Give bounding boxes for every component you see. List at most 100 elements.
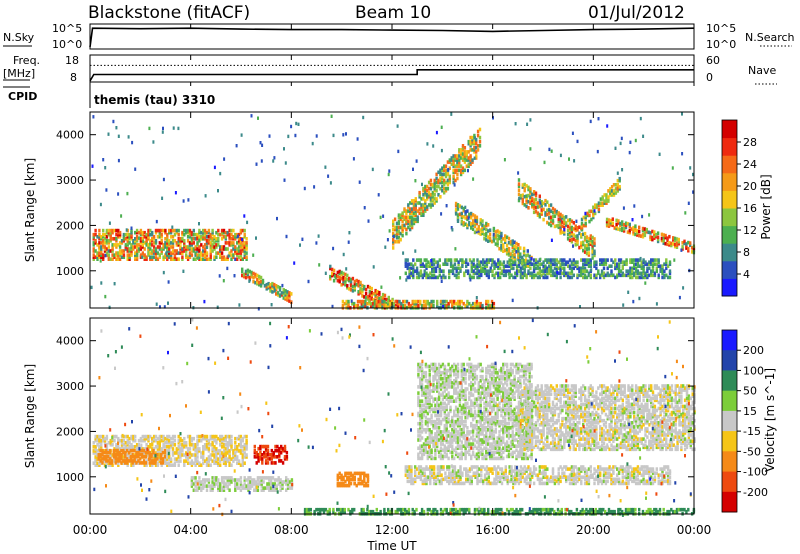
heatmap-cell <box>243 249 246 253</box>
heatmap-cell <box>141 255 144 259</box>
heatmap-cell <box>440 481 443 486</box>
heatmap-cell <box>397 215 401 219</box>
heatmap-cell <box>111 247 114 251</box>
heatmap-cell <box>443 303 446 308</box>
heatmap-cell <box>616 185 619 189</box>
heatmap-cell <box>666 509 669 514</box>
heatmap-cell <box>531 273 534 278</box>
heatmap-cell <box>668 241 671 245</box>
heatmap-cell <box>277 482 280 486</box>
heatmap-cell <box>162 436 165 441</box>
heatmap-cell <box>546 220 549 225</box>
heatmap-cell <box>274 444 277 449</box>
heatmap-cell <box>177 441 180 445</box>
heatmap-cell <box>441 172 444 177</box>
heatmap-cell <box>665 273 668 278</box>
heatmap-cell <box>432 465 436 469</box>
nave-label: Nave <box>748 64 776 77</box>
heatmap-cell <box>278 446 281 451</box>
heatmap-cell <box>427 260 430 264</box>
heatmap-cell <box>198 447 201 451</box>
heatmap-cell <box>485 271 489 276</box>
heatmap-cell <box>474 473 477 477</box>
heatmap-cell <box>109 230 112 235</box>
heatmap-cell <box>200 480 203 484</box>
heatmap-cell <box>514 262 517 266</box>
heatmap-cell <box>122 457 126 461</box>
heatmap-cell <box>202 451 205 455</box>
heatmap-cell <box>437 184 440 189</box>
heatmap-cell <box>141 434 144 439</box>
heatmap-cell <box>414 217 417 222</box>
heatmap-cell <box>638 233 641 238</box>
heatmap-cell <box>92 237 95 241</box>
heatmap-cell <box>622 206 625 210</box>
heatmap-cell <box>440 125 443 129</box>
heatmap-cell <box>247 478 250 482</box>
heatmap-cell <box>261 457 264 461</box>
heatmap-cell <box>192 436 195 441</box>
heatmap-cell <box>285 476 288 480</box>
heatmap-cell <box>449 477 453 482</box>
heatmap-cell <box>239 484 243 488</box>
heatmap-cell <box>342 275 345 280</box>
heatmap-cell <box>423 273 426 278</box>
heatmap-cell <box>482 260 485 264</box>
heatmap-cell <box>507 240 511 245</box>
heatmap-cell <box>207 480 211 484</box>
heatmap-cell <box>241 486 244 490</box>
heatmap-cell <box>294 133 297 138</box>
heatmap-cell <box>390 299 394 304</box>
heatmap-cell <box>453 467 457 471</box>
heatmap-cell <box>468 475 472 479</box>
heatmap-cell <box>459 148 463 152</box>
heatmap-cell <box>532 507 535 512</box>
heatmap-cell <box>515 266 519 271</box>
heatmap-cell <box>169 230 173 235</box>
heatmap-cell <box>634 228 637 233</box>
heatmap-cell <box>513 256 516 261</box>
heatmap-cell <box>117 232 120 237</box>
heatmap-cell <box>152 249 156 253</box>
heatmap-cell <box>344 473 347 478</box>
heatmap-cell <box>245 247 248 251</box>
heatmap-cell <box>573 159 576 163</box>
heatmap-cell <box>198 253 201 257</box>
heatmap-cell <box>412 217 416 222</box>
heatmap-cell <box>234 441 237 445</box>
heatmap-cell <box>134 461 137 465</box>
heatmap-cell <box>322 509 326 514</box>
heatmap-cell <box>470 475 473 479</box>
heatmap-cell <box>421 479 424 484</box>
heatmap-cell <box>198 461 201 465</box>
heatmap-cell <box>607 222 611 226</box>
heatmap-cell <box>103 450 106 455</box>
heatmap-cell <box>213 478 216 482</box>
heatmap-cell <box>285 488 288 492</box>
heatmap-cell <box>165 251 168 255</box>
heatmap-cell <box>395 235 399 240</box>
heatmap-cell <box>92 235 95 239</box>
heatmap-cell <box>118 241 122 245</box>
heatmap-cell <box>412 207 416 211</box>
heatmap-cell <box>538 469 541 473</box>
heatmap-cell <box>124 445 127 449</box>
heatmap-cell <box>137 438 141 443</box>
heatmap-cell <box>431 184 434 189</box>
heatmap-cell <box>454 208 458 212</box>
heatmap-cell <box>584 221 587 226</box>
heatmap-cell <box>213 255 216 259</box>
heatmap-cell <box>429 271 432 276</box>
heatmap-cell <box>473 156 476 160</box>
heatmap-cell <box>515 249 518 254</box>
heatmap-cell <box>458 507 462 512</box>
heatmap-cell <box>219 488 222 492</box>
heatmap-cell <box>297 122 300 126</box>
heatmap-cell <box>406 262 409 266</box>
heatmap-cell <box>451 271 455 276</box>
heatmap-cell <box>505 247 509 252</box>
heatmap-cell <box>623 260 626 264</box>
heatmap-cell <box>556 507 560 512</box>
heatmap-cell <box>485 299 488 304</box>
heatmap-cell <box>236 478 239 482</box>
